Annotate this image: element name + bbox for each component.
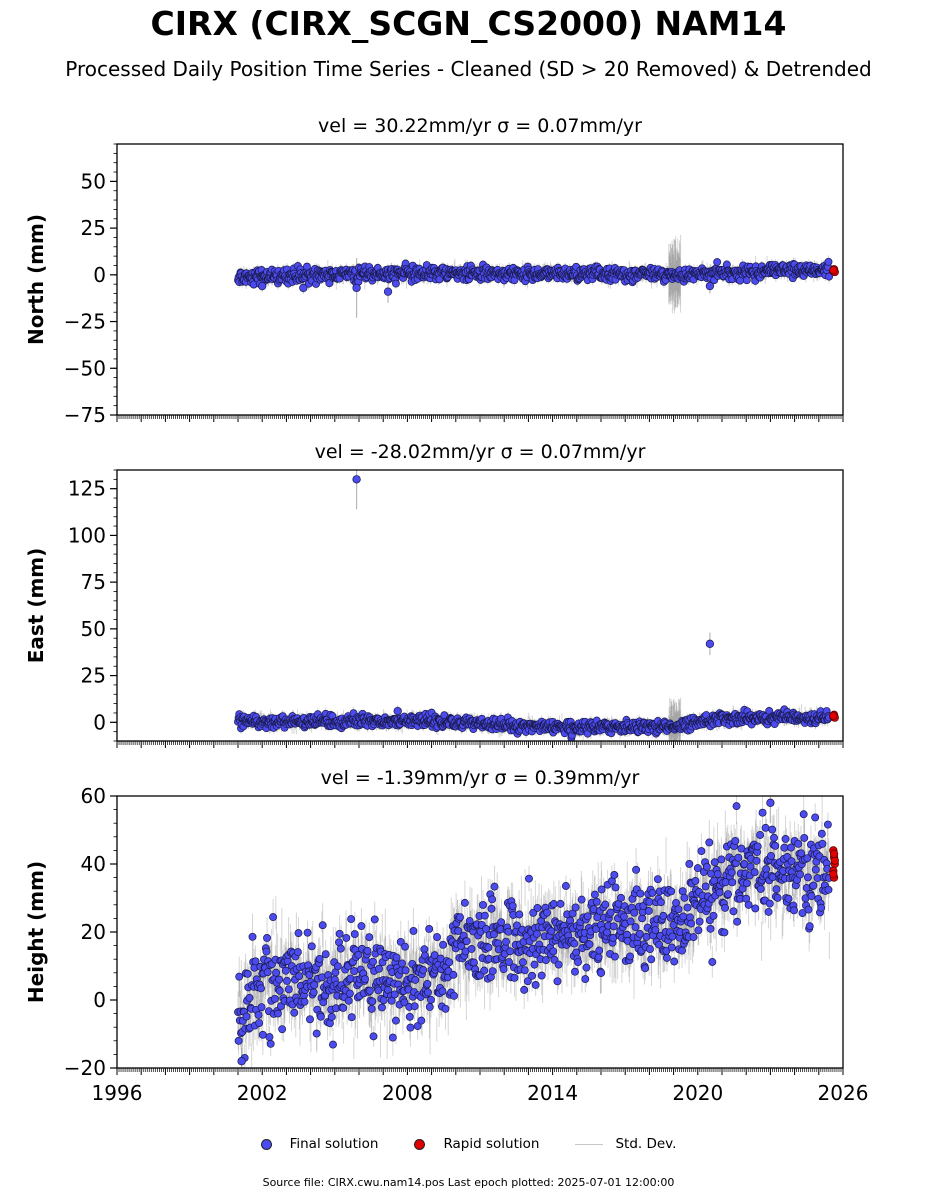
final-solution-point	[391, 279, 400, 288]
y-tick-label: 0	[93, 263, 106, 287]
final-solution-point	[825, 272, 834, 281]
final-solution-point	[299, 283, 308, 293]
y-tick-label: −50	[64, 356, 106, 380]
panel-1: vel = 30.22mm/yr σ = 0.07mm/yr North (mm)…	[24, 115, 844, 427]
panel-data	[234, 234, 839, 318]
chart-main-title: CIRX (CIRX_SCGN_CS2000) NAM14	[150, 4, 787, 43]
panel-title: vel = 30.22mm/yr σ = 0.07mm/yr	[318, 115, 642, 137]
final-solution-point	[824, 257, 833, 266]
y-tick-label: 25	[81, 216, 106, 240]
final-solution-point	[742, 276, 751, 285]
final-solution-point	[705, 281, 715, 291]
y-tick-label: −75	[64, 403, 106, 427]
final-solution-point	[352, 283, 361, 293]
y-axis-label: North (mm)	[24, 214, 48, 345]
final-solution-point	[258, 281, 267, 291]
final-solution-point	[713, 258, 722, 266]
rapid-solution-point	[829, 266, 838, 275]
y-tick-label: 50	[81, 169, 106, 193]
panel-data	[234, 470, 839, 741]
y-tick-label: −25	[64, 310, 106, 334]
chart-subtitle: Processed Daily Position Time Series - C…	[65, 57, 872, 81]
final-solution-point	[325, 279, 334, 288]
final-solution-point	[383, 287, 393, 296]
